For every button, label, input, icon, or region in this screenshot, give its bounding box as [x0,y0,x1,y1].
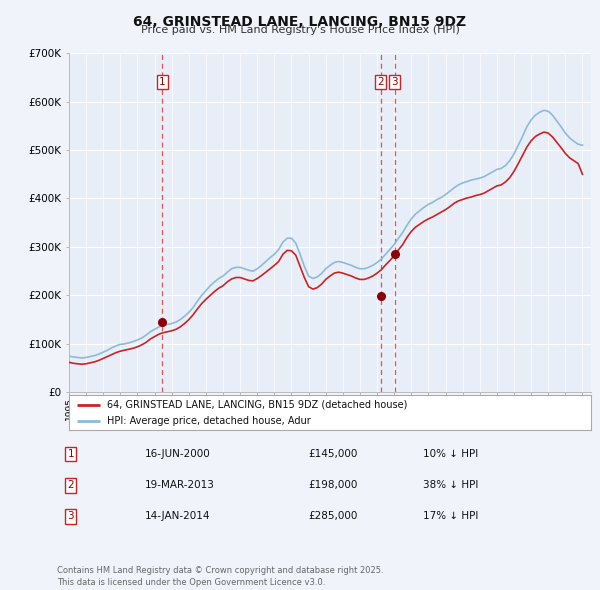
Text: 1: 1 [67,449,74,459]
Text: 17% ↓ HPI: 17% ↓ HPI [423,512,478,522]
Text: 1: 1 [159,77,166,87]
Text: HPI: Average price, detached house, Adur: HPI: Average price, detached house, Adur [107,416,310,426]
Text: Contains HM Land Registry data © Crown copyright and database right 2025.
This d: Contains HM Land Registry data © Crown c… [57,566,383,587]
Text: £145,000: £145,000 [308,449,358,459]
Text: 3: 3 [392,77,398,87]
Text: 64, GRINSTEAD LANE, LANCING, BN15 9DZ (detached house): 64, GRINSTEAD LANE, LANCING, BN15 9DZ (d… [107,399,407,409]
Text: 38% ↓ HPI: 38% ↓ HPI [423,480,478,490]
Text: 2: 2 [377,77,384,87]
Text: 14-JAN-2014: 14-JAN-2014 [145,512,210,522]
Text: 19-MAR-2013: 19-MAR-2013 [145,480,214,490]
Text: 16-JUN-2000: 16-JUN-2000 [145,449,210,459]
Text: 3: 3 [67,512,74,522]
Text: £198,000: £198,000 [308,480,358,490]
Text: Price paid vs. HM Land Registry's House Price Index (HPI): Price paid vs. HM Land Registry's House … [140,25,460,35]
Text: £285,000: £285,000 [308,512,358,522]
Text: 64, GRINSTEAD LANE, LANCING, BN15 9DZ: 64, GRINSTEAD LANE, LANCING, BN15 9DZ [133,15,467,29]
Text: 10% ↓ HPI: 10% ↓ HPI [423,449,478,459]
Text: 2: 2 [67,480,74,490]
